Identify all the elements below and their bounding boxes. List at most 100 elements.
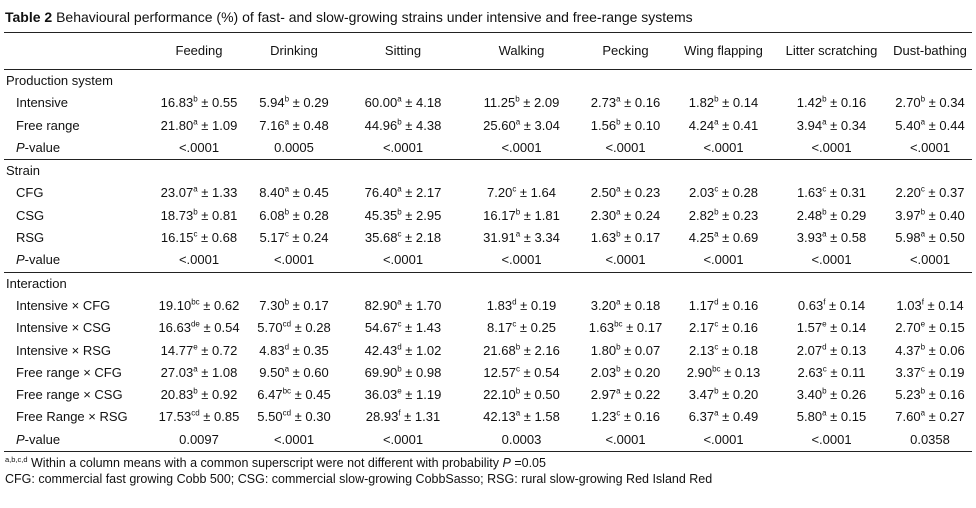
plus-minus-sign: ±	[197, 230, 212, 246]
standard-error: 0.29	[840, 207, 867, 223]
mean-value: 11.25	[483, 95, 516, 111]
standard-error: 2.18	[415, 230, 442, 246]
significance-superscript: a	[822, 409, 827, 419]
plus-minus-sign: ±	[197, 342, 213, 358]
table-cell: 16.15c ± 0.68	[152, 227, 246, 249]
standard-error: 3.34	[534, 230, 560, 246]
table-cell: 6.08b ± 0.28	[246, 205, 342, 227]
table-cell: 7.16a ± 0.48	[246, 115, 342, 137]
standard-error: 0.14	[938, 297, 964, 313]
table-row: Intensive × CFG 19.10bc ± 0.62 7.30b ± 0.1…	[4, 295, 972, 317]
standard-error: 0.54	[214, 320, 240, 336]
mean-value: 1.03	[896, 297, 922, 313]
significance-superscript: b	[515, 386, 521, 396]
significance-superscript: e	[397, 386, 402, 396]
table-cell: 25.60a ± 3.04	[464, 115, 579, 137]
plus-minus-sign: ±	[289, 185, 304, 201]
table-cell: 69.90b ± 0.98	[342, 362, 464, 384]
pvalue-cell: <.0001	[501, 252, 542, 268]
standard-error: 0.41	[732, 117, 759, 133]
table-cell: 2.82b ± 0.23	[672, 205, 775, 227]
significance-superscript: b	[284, 94, 290, 104]
plus-minus-sign: ±	[620, 117, 635, 133]
table-cell: 11.25b ± 2.09	[464, 92, 579, 114]
significance-superscript: c	[920, 364, 925, 374]
pvalue-cell: 0.0358	[910, 431, 950, 447]
standard-error: 0.34	[939, 95, 965, 111]
mean-value: 6.08	[259, 207, 285, 223]
standard-error: 0.25	[530, 320, 556, 336]
significance-superscript: c	[714, 185, 719, 195]
column-header: Walking	[498, 43, 545, 58]
significance-superscript: cd	[282, 409, 292, 419]
pvalue-cell: <.0001	[178, 252, 220, 268]
significance-superscript: c	[822, 185, 827, 195]
plus-minus-sign: ±	[718, 409, 733, 425]
standard-error: 2.09	[534, 95, 560, 111]
standard-error: 0.24	[303, 230, 329, 246]
plus-minus-sign: ±	[620, 207, 635, 223]
column-header: Litter scratching	[785, 43, 878, 58]
significance-superscript: c	[397, 229, 402, 239]
mean-value: 60.00	[364, 95, 398, 111]
table-cell: 3.37c ± 0.19	[888, 362, 972, 384]
mean-value: 31.91	[483, 230, 516, 246]
plus-minus-sign: ±	[826, 364, 842, 380]
table-cell: 2.90bc ± 0.13	[672, 362, 775, 384]
standard-error: 0.81	[212, 207, 238, 223]
mean-value: 42.13	[483, 409, 516, 425]
plus-minus-sign: ±	[401, 297, 417, 313]
standard-error: 0.22	[634, 387, 661, 403]
table-row: CFG 23.07a ± 1.33 8.40a ± 0.45 76.40a ± 2.1…	[4, 182, 972, 204]
table-cell: 60.00a ± 4.18	[342, 92, 464, 114]
mean-value: 1.56	[590, 117, 617, 133]
pvalue-label-p: P	[16, 252, 25, 268]
significance-superscript: a	[515, 229, 521, 239]
plus-minus-sign: ±	[924, 185, 940, 201]
row-label: Free range	[16, 117, 80, 133]
standard-error: 1.43	[415, 320, 442, 336]
table-cell: 2.03b ± 0.20	[579, 362, 672, 384]
standard-error: 0.18	[732, 342, 758, 358]
standard-error: 0.45	[305, 387, 331, 403]
significance-superscript: a	[714, 229, 719, 239]
significance-superscript: b	[822, 94, 827, 104]
standard-error: 0.07	[634, 342, 661, 358]
mean-value: 5.50	[257, 409, 283, 425]
standard-error: 0.58	[840, 230, 867, 246]
plus-minus-sign: ±	[826, 207, 841, 223]
row-label: Free range × CFG	[16, 364, 122, 380]
significance-superscript: a	[193, 117, 198, 127]
standard-error: 0.23	[634, 185, 661, 201]
significance-superscript: c	[397, 319, 402, 329]
mean-value: 2.20	[895, 185, 921, 201]
standard-error: 0.35	[303, 342, 329, 358]
pvalue-row: P-value 0.0097 <.0001 <.0001 0.0003 <.0001 <.0…	[4, 429, 972, 452]
pvalue-cell: 0.0003	[501, 431, 542, 447]
standard-error: 4.18	[416, 95, 442, 111]
standard-error: 0.14	[839, 297, 866, 313]
mean-value: 21.80	[160, 117, 194, 133]
table-cell: 5.23b ± 0.16	[888, 384, 972, 406]
table-cell: 76.40a ± 2.17	[342, 182, 464, 204]
standard-error: 0.16	[634, 409, 660, 425]
pvalue-cell: <.0001	[382, 252, 424, 268]
standard-error: 0.34	[840, 117, 867, 133]
mean-value: 6.37	[688, 409, 715, 425]
plus-minus-sign: ±	[718, 95, 733, 111]
plus-minus-sign: ±	[925, 387, 940, 403]
plus-minus-sign: ±	[925, 230, 940, 246]
mean-value: 18.73	[160, 207, 194, 223]
standard-error: 2.17	[416, 185, 442, 201]
significance-superscript: a	[284, 185, 290, 195]
pvalue-cell: <.0001	[605, 431, 646, 447]
standard-error: 0.49	[732, 409, 759, 425]
mean-value: 5.94	[259, 95, 285, 111]
table-cell: 28.93f ± 1.31	[342, 406, 464, 428]
significance-superscript: b	[920, 386, 926, 396]
significance-superscript: f	[921, 297, 924, 307]
pvalue-cell: <.0001	[811, 252, 852, 268]
standard-error: 1.81	[534, 207, 560, 223]
standard-error: 0.24	[634, 207, 661, 223]
mean-value: 2.73	[590, 95, 617, 111]
